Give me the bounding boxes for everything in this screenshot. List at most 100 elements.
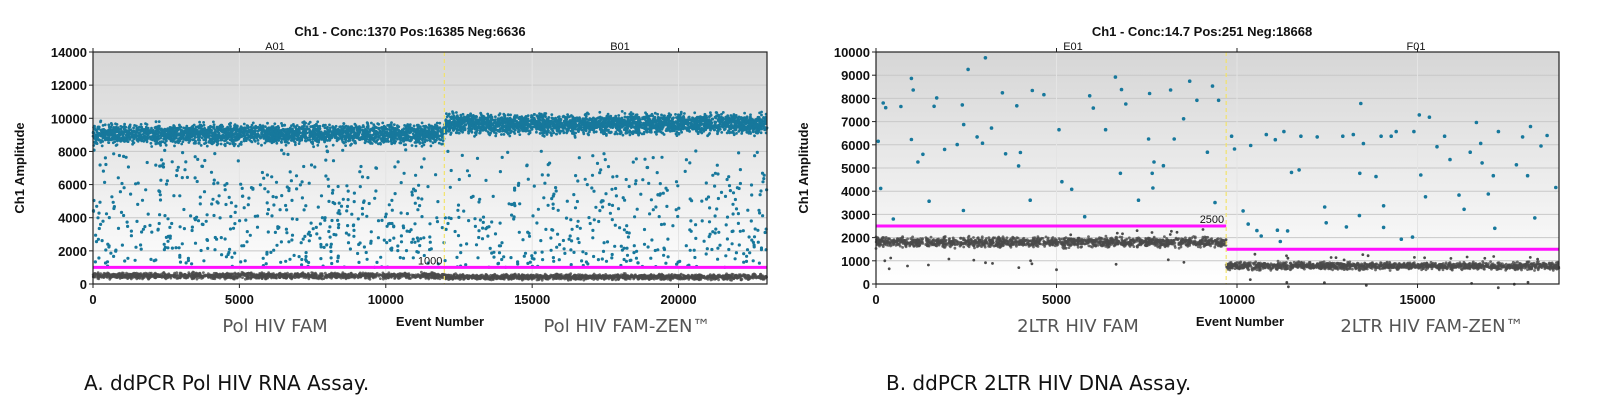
positive-droplet [321,124,325,128]
positive-droplet [167,131,171,135]
positive-droplet [382,140,386,144]
positive-droplet [347,137,351,141]
positive-droplet [709,128,712,132]
positive-droplet [334,130,338,134]
y-tick-label: 8000 [58,144,87,159]
positive-droplet [237,144,240,148]
positive-droplet [304,129,308,133]
positive-droplet [390,126,393,129]
positive-droplet [284,131,288,134]
positive-droplet [325,145,328,148]
positive-droplet [543,112,546,115]
positive-droplet [151,138,154,142]
positive-droplet [260,143,263,147]
positive-droplet [502,121,506,124]
positive-droplet [590,122,594,126]
positive-droplet [292,125,296,128]
positive-droplet [264,125,267,129]
positive-droplet [264,136,267,140]
positive-droplet [319,135,322,139]
positive-droplet [383,137,387,140]
positive-droplet [562,131,566,135]
positive-droplet [364,129,368,133]
positive-droplet [262,127,265,131]
positive-droplet [407,127,411,131]
y-tick-label: 6000 [58,178,87,193]
positive-droplet [396,124,399,128]
positive-droplet [113,140,117,144]
positive-droplet [682,115,685,118]
positive-droplet [98,132,101,135]
positive-droplet [486,130,490,134]
positive-droplet [483,116,487,120]
positive-droplet [135,124,138,128]
droplet-points [91,110,769,282]
positive-droplet [136,131,140,135]
positive-droplet [347,129,350,133]
y-tick-label: 12000 [51,78,87,93]
positive-droplet [760,118,763,122]
positive-droplet [577,130,580,134]
y-tick-label: 14000 [51,45,87,60]
positive-droplet [284,135,288,138]
positive-droplet [642,130,646,134]
positive-droplet [141,133,145,136]
positive-droplet [455,129,459,132]
positive-droplet [392,123,396,126]
positive-droplet [133,130,137,134]
positive-droplet [157,120,161,123]
positive-droplet [566,113,569,116]
positive-droplet [394,131,397,135]
positive-droplet [139,123,143,126]
positive-droplet [729,120,733,124]
positive-droplet [308,138,312,142]
positive-droplet [103,123,107,127]
positive-droplet [685,129,689,132]
positive-droplet [508,117,511,121]
positive-droplet [132,126,136,130]
positive-droplet [545,121,549,124]
positive-droplet [494,134,498,138]
positive-droplet [720,115,723,119]
positive-droplet [660,113,663,117]
positive-droplet [489,116,493,120]
positive-droplet [594,117,597,121]
positive-droplet [301,132,305,136]
positive-droplet [168,126,172,129]
positive-droplet [414,141,418,144]
positive-droplet [433,140,437,144]
positive-droplet [391,134,395,137]
positive-droplet [447,112,451,116]
positive-droplet [251,121,255,125]
positive-droplet [684,126,688,130]
positive-droplet [401,128,404,132]
positive-droplet [160,140,164,144]
positive-droplet [296,129,299,133]
positive-droplet [391,131,395,135]
positive-droplet [550,134,553,137]
positive-droplet [256,142,260,145]
chart-title: Ch1 - Conc:1370 Pos:16385 Neg:6636 [294,24,525,39]
positive-droplet [527,132,531,136]
positive-droplet [486,112,490,116]
positive-droplet [132,133,136,137]
positive-droplet [136,139,140,143]
positive-droplet [369,141,372,144]
positive-droplet [182,126,186,130]
positive-droplet [559,117,562,121]
positive-droplet [423,138,427,142]
positive-droplet [235,124,239,128]
positive-droplet [436,135,439,138]
positive-droplet [389,128,393,132]
positive-droplet [743,111,746,115]
positive-droplet [479,125,483,128]
positive-droplet [497,113,501,117]
positive-droplet [402,138,405,141]
chart-pol-hiv-rna: Ch1 - Conc:1370 Pos:16385 Neg:6636 A01 B… [12,24,769,395]
positive-droplet [266,121,269,125]
positive-droplet [216,142,220,146]
positive-droplet [119,127,123,131]
positive-droplet [709,111,712,114]
well-label: A01 [265,41,285,53]
positive-droplet [546,127,549,130]
